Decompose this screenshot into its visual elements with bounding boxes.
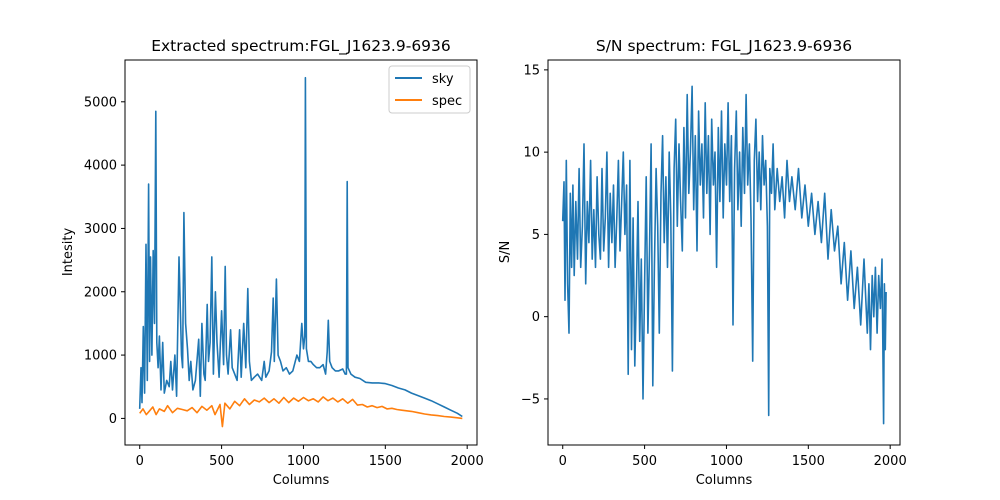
y-tick-label: 5000 bbox=[84, 95, 117, 110]
y-tick-label: 1000 bbox=[84, 349, 117, 364]
x-ticks-left: 0 500 1000 1500 2000 bbox=[136, 445, 484, 469]
y-tick-label: 5 bbox=[532, 228, 540, 243]
x-tick-label: 2000 bbox=[451, 454, 484, 469]
x-tick-label: 1000 bbox=[287, 454, 320, 469]
x-tick-label: 1500 bbox=[369, 454, 402, 469]
y-axis-label: S/N bbox=[498, 241, 513, 263]
x-tick-label: 0 bbox=[559, 454, 567, 469]
legend: sky spec bbox=[388, 65, 471, 114]
legend-label-spec: spec bbox=[432, 94, 462, 109]
x-axis-label: Columns bbox=[696, 473, 753, 488]
y-axis-label: Intesity bbox=[61, 228, 76, 277]
plot-frame-left bbox=[124, 59, 478, 446]
y-tick-label: 3000 bbox=[84, 222, 117, 237]
plot-area-left bbox=[125, 60, 477, 445]
x-tick-label: 2000 bbox=[874, 454, 907, 469]
y-tick-label: 2000 bbox=[84, 285, 117, 300]
x-ticks-right: 0 500 1000 1500 2000 bbox=[559, 445, 907, 469]
chart-title: S/N spectrum: FGL_J1623.9-6936 bbox=[596, 37, 852, 56]
y-tick-label: 0 bbox=[109, 412, 117, 427]
chart-right: S/N spectrum: FGL_J1623.9-6936 0 500 1000 1… bbox=[498, 37, 907, 488]
plot-lines-left bbox=[138, 76, 463, 428]
y-tick-label: 15 bbox=[523, 63, 540, 78]
x-axis-label: Columns bbox=[273, 473, 330, 488]
y-ticks-right: −5 0 5 10 15 bbox=[521, 63, 548, 407]
legend-label-sky: sky bbox=[432, 72, 454, 87]
x-tick-label: 0 bbox=[136, 454, 144, 469]
plot-area-right bbox=[548, 60, 900, 445]
y-tick-label: 10 bbox=[523, 146, 540, 161]
x-tick-label: 1000 bbox=[710, 454, 743, 469]
plot-lines-right bbox=[561, 85, 887, 425]
plot-frame-right bbox=[547, 59, 901, 446]
x-tick-label: 500 bbox=[632, 454, 657, 469]
chart-title: Extracted spectrum:FGL_J1623.9-6936 bbox=[151, 37, 451, 56]
chart-left: Extracted spectrum:FGL_J1623.9-6936 0 500… bbox=[61, 37, 484, 488]
y-ticks-left: 0 1000 2000 3000 4000 5000 bbox=[84, 95, 125, 427]
x-tick-label: 500 bbox=[209, 454, 234, 469]
series-line-sky bbox=[138, 76, 463, 418]
y-tick-label: 4000 bbox=[84, 159, 117, 174]
series-line-spec bbox=[139, 396, 463, 428]
x-tick-label: 1500 bbox=[792, 454, 825, 469]
series-line-sn-0 bbox=[561, 85, 887, 425]
y-tick-label: 0 bbox=[532, 310, 540, 325]
y-tick-label: −5 bbox=[521, 392, 540, 407]
